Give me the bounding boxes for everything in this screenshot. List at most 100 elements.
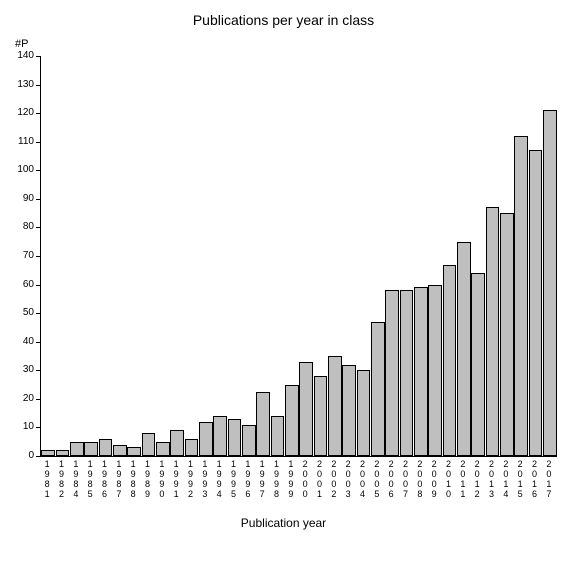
x-tick-label: 2010 <box>444 460 454 500</box>
y-tick-mark <box>36 170 40 171</box>
bar <box>256 392 270 456</box>
bar <box>443 265 457 456</box>
bar <box>471 273 485 456</box>
bar <box>242 425 256 456</box>
bar <box>328 356 342 456</box>
bar <box>457 242 471 456</box>
x-tick-label: 2006 <box>386 460 396 500</box>
x-tick-label: 1992 <box>186 460 196 500</box>
x-axis-title: Publication year <box>0 516 567 530</box>
y-tick-label: 50 <box>10 307 34 318</box>
y-tick-mark <box>36 85 40 86</box>
y-tick-label: 20 <box>10 393 34 404</box>
y-tick-mark <box>36 456 40 457</box>
bar <box>342 365 356 456</box>
x-tick-label: 1988 <box>128 460 138 500</box>
x-tick-label: 2004 <box>358 460 368 500</box>
y-tick-mark <box>36 142 40 143</box>
bar <box>56 450 70 456</box>
x-tick-label: 1987 <box>114 460 124 500</box>
x-tick-label: 2017 <box>544 460 554 500</box>
x-tick-label: 2002 <box>329 460 339 500</box>
plot-area <box>40 56 557 457</box>
y-tick-mark <box>36 342 40 343</box>
x-tick-label: 1982 <box>57 460 67 500</box>
x-tick-label: 1998 <box>272 460 282 500</box>
bar <box>228 419 242 456</box>
x-tick-label: 2009 <box>429 460 439 500</box>
x-tick-label: 1981 <box>42 460 52 500</box>
y-tick-label: 110 <box>10 136 34 147</box>
bar <box>156 442 170 456</box>
bar <box>213 416 227 456</box>
y-tick-mark <box>36 370 40 371</box>
bar <box>400 290 414 456</box>
chart-container: Publications per year in class #P Public… <box>0 0 567 567</box>
bar <box>271 416 285 456</box>
y-tick-mark <box>36 313 40 314</box>
x-tick-label: 2013 <box>487 460 497 500</box>
x-tick-label: 2015 <box>515 460 525 500</box>
x-tick-label: 2000 <box>300 460 310 500</box>
y-tick-label: 90 <box>10 193 34 204</box>
bar <box>357 370 371 456</box>
y-tick-label: 140 <box>10 50 34 61</box>
bar <box>199 422 213 456</box>
x-tick-label: 2016 <box>530 460 540 500</box>
y-tick-label: 30 <box>10 364 34 375</box>
bar <box>84 442 98 456</box>
bar <box>486 207 500 456</box>
y-tick-mark <box>36 427 40 428</box>
bar <box>99 439 113 456</box>
x-tick-label: 1995 <box>229 460 239 500</box>
bar <box>41 450 55 456</box>
bar <box>127 447 141 456</box>
x-tick-label: 2014 <box>501 460 511 500</box>
x-tick-label: 1994 <box>214 460 224 500</box>
x-tick-label: 1993 <box>200 460 210 500</box>
bar <box>314 376 328 456</box>
y-tick-mark <box>36 227 40 228</box>
y-tick-mark <box>36 199 40 200</box>
x-tick-label: 2008 <box>415 460 425 500</box>
bar <box>285 385 299 456</box>
y-tick-label: 70 <box>10 250 34 261</box>
x-tick-label: 1991 <box>171 460 181 500</box>
bar <box>514 136 528 456</box>
x-tick-label: 1985 <box>85 460 95 500</box>
x-tick-label: 2003 <box>343 460 353 500</box>
y-tick-label: 130 <box>10 79 34 90</box>
x-tick-label: 1984 <box>71 460 81 500</box>
bar <box>428 285 442 456</box>
bar <box>299 362 313 456</box>
x-tick-label: 1997 <box>257 460 267 500</box>
y-tick-label: 60 <box>10 279 34 290</box>
y-tick-mark <box>36 56 40 57</box>
y-tick-label: 10 <box>10 421 34 432</box>
bar <box>543 110 557 456</box>
x-tick-label: 2001 <box>315 460 325 500</box>
x-tick-label: 2005 <box>372 460 382 500</box>
bar <box>500 213 514 456</box>
y-tick-mark <box>36 113 40 114</box>
y-tick-label: 120 <box>10 107 34 118</box>
y-tick-mark <box>36 399 40 400</box>
bar <box>385 290 399 456</box>
bar <box>142 433 156 456</box>
bar <box>529 150 543 456</box>
y-tick-mark <box>36 256 40 257</box>
y-tick-mark <box>36 285 40 286</box>
x-tick-label: 1999 <box>286 460 296 500</box>
x-tick-label: 2012 <box>472 460 482 500</box>
y-axis-label: #P <box>15 38 28 50</box>
chart-title: Publications per year in class <box>0 0 567 28</box>
x-tick-label: 2011 <box>458 460 468 500</box>
bar <box>70 442 84 456</box>
x-tick-label: 1996 <box>243 460 253 500</box>
y-tick-label: 0 <box>10 450 34 461</box>
y-tick-label: 100 <box>10 164 34 175</box>
y-tick-label: 40 <box>10 336 34 347</box>
x-tick-label: 2007 <box>401 460 411 500</box>
x-tick-label: 1986 <box>100 460 110 500</box>
bar <box>185 439 199 456</box>
